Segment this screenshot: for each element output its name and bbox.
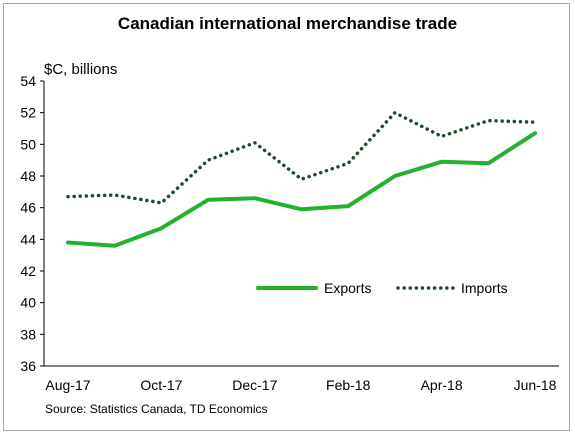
x-tick-label: Aug-17 — [45, 377, 90, 393]
series-layer — [66, 110, 537, 248]
y-tick-label: 48 — [20, 168, 36, 184]
y-tick-label: 44 — [20, 231, 36, 247]
y-tick-label: 50 — [20, 136, 36, 152]
x-tick-label: Jun-18 — [514, 377, 557, 393]
y-tick-label: 38 — [20, 326, 36, 342]
y-tick-label: 42 — [20, 263, 36, 279]
x-tick-label: Dec-17 — [232, 377, 277, 393]
series-line-exports — [66, 131, 537, 248]
chart-frame — [3, 3, 570, 431]
y-tick-label: 46 — [20, 200, 36, 216]
series-line-imports — [66, 110, 537, 205]
y-tick-label: 54 — [20, 73, 36, 89]
y-tick-label: 36 — [20, 358, 36, 374]
x-tick-label: Feb-18 — [326, 377, 371, 393]
chart-title: Canadian international merchandise trade — [117, 14, 458, 33]
y-tick-label: 40 — [20, 295, 36, 311]
y-axis-label: $C, billions — [44, 61, 118, 78]
x-tick-label: Oct-17 — [140, 377, 182, 393]
x-tick-label: Apr-18 — [421, 377, 463, 393]
legend: Exports Imports — [256, 280, 508, 296]
source-note: Source: Statistics Canada, TD Economics — [45, 402, 268, 416]
axes: 36 38 40 42 44 46 48 50 52 54 Aug-17 Oct-17 Dec-17 Fe… — [20, 73, 559, 393]
y-tick-label: 52 — [20, 105, 36, 121]
legend-label-exports: Exports — [324, 280, 371, 296]
legend-label-imports: Imports — [461, 280, 508, 296]
